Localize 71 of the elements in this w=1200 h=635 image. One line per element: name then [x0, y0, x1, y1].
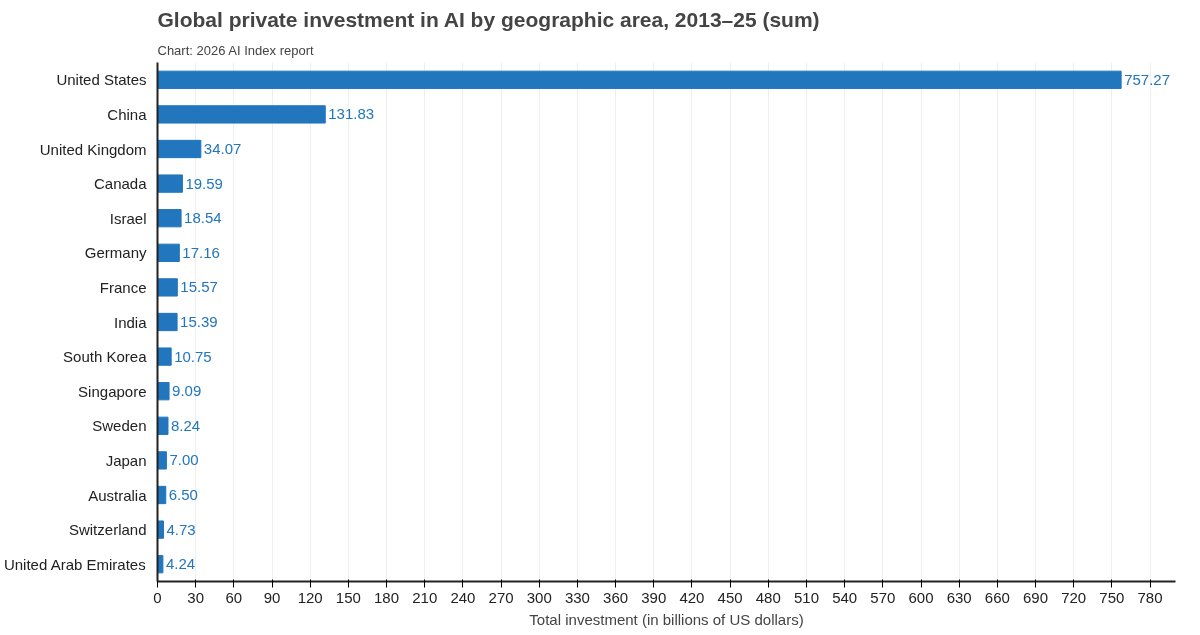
- x-tick-label: 120: [297, 588, 323, 606]
- bar: [157, 243, 180, 262]
- data-label: 18.54: [184, 209, 222, 227]
- x-tick-label: 210: [412, 588, 438, 606]
- bar: [157, 139, 202, 159]
- x-tick-label: 540: [832, 588, 858, 606]
- data-label: 10.75: [174, 347, 212, 365]
- y-tick-label: United States: [56, 71, 147, 89]
- y-tick-label: China: [107, 105, 148, 123]
- data-label: 4.24: [165, 555, 196, 573]
- y-tick-label: Germany: [84, 244, 147, 262]
- data-label: 9.09: [172, 382, 202, 400]
- data-label: 15.57: [180, 278, 218, 296]
- chart-title: Global private investment in AI by geographic area, 2013–25 (sum): [157, 7, 820, 31]
- bar: [157, 209, 182, 228]
- y-tick-label: United Kingdom: [39, 140, 147, 158]
- x-tick-label: 270: [488, 588, 514, 606]
- x-tick-label: 720: [1061, 588, 1087, 606]
- x-tick-label: 480: [755, 588, 781, 606]
- bar: [157, 70, 1122, 89]
- data-label: 19.59: [185, 174, 223, 192]
- x-tick-label: 780: [1137, 588, 1163, 606]
- y-tick-label: Canada: [93, 175, 148, 193]
- x-tick-label: 300: [526, 588, 552, 606]
- x-tick-label: 60: [225, 588, 243, 606]
- data-label: 8.24: [170, 416, 201, 434]
- bar: [157, 347, 172, 366]
- x-tick-label: 570: [870, 588, 896, 606]
- x-tick-label: 360: [603, 588, 629, 606]
- x-tick-label: 390: [641, 588, 667, 606]
- text: Chart: 2026 AI Index report: [157, 42, 314, 58]
- data-label: 4.73: [166, 520, 196, 538]
- x-tick-label: 90: [263, 588, 281, 606]
- y-tick-label: United Arab Emirates: [3, 555, 146, 573]
- y-tick-label: India: [113, 313, 148, 331]
- x-tick-label: 630: [946, 588, 972, 606]
- y-tick-label: South Korea: [63, 348, 148, 366]
- x-tick-label: 180: [374, 588, 400, 606]
- x-tick-label: 510: [793, 588, 819, 606]
- x-tick-label: 240: [450, 588, 476, 606]
- bar: [157, 278, 178, 297]
- x-tick-label: 30: [187, 588, 205, 606]
- x-tick-label: 150: [335, 588, 361, 606]
- x-tick-label: 450: [717, 588, 743, 606]
- bar: [157, 382, 170, 401]
- bar: [157, 416, 169, 435]
- data-label: 34.07: [203, 140, 242, 157]
- y-tick-label: France: [99, 278, 147, 296]
- data-label: 17.16: [182, 243, 220, 261]
- x-tick-label: 750: [1099, 588, 1125, 606]
- y-tick-label: Japan: [105, 451, 147, 469]
- data-label: 7.00: [169, 451, 199, 469]
- bar: [157, 312, 178, 332]
- data-label: 15.39: [180, 313, 218, 330]
- bar: [157, 105, 326, 124]
- y-tick-label: Israel: [109, 209, 147, 227]
- y-tick-label: Switzerland: [68, 521, 147, 539]
- x-tick-label: 660: [984, 588, 1010, 606]
- x-tick-label: 330: [564, 588, 590, 606]
- x-axis-title: Total investment (in billions of US dollars): [529, 610, 804, 628]
- data-label: 131.83: [328, 105, 375, 123]
- x-tick-label: 690: [1023, 588, 1049, 606]
- y-tick-label: Sweden: [92, 417, 147, 435]
- y-tick-label: Singapore: [78, 382, 147, 400]
- data-label: 757.27: [1124, 70, 1171, 88]
- bar: [157, 174, 183, 193]
- data-label: 6.50: [168, 486, 198, 503]
- x-tick-label: 600: [908, 588, 934, 606]
- x-tick-label: 0: [153, 588, 162, 606]
- x-tick-label: 420: [679, 588, 705, 606]
- y-tick-label: Australia: [88, 486, 148, 504]
